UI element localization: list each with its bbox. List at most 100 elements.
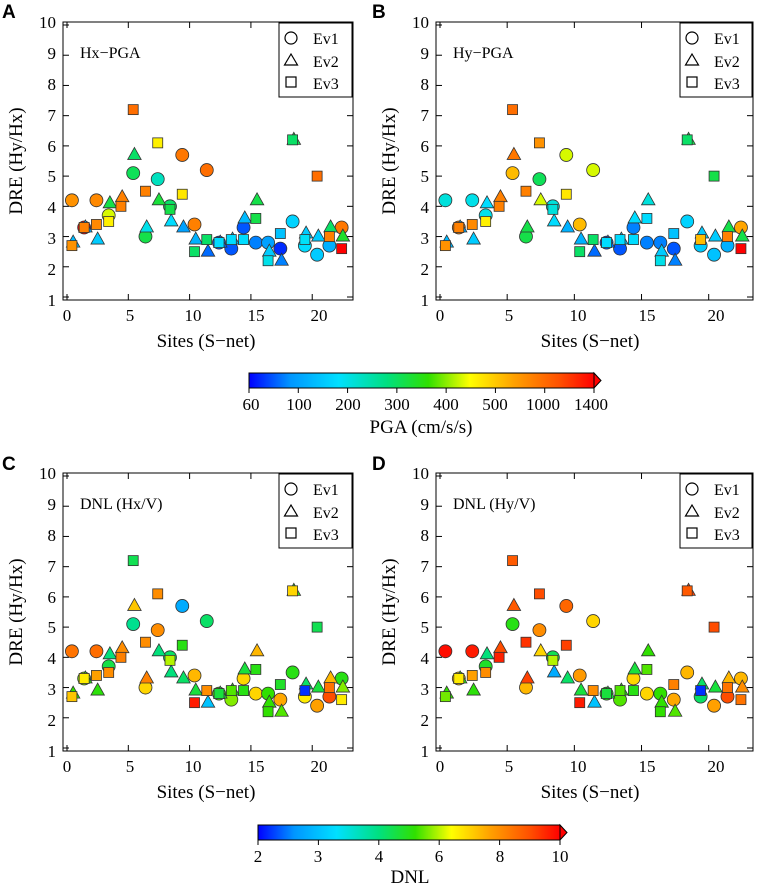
x-tick-label: 10 <box>185 757 202 776</box>
ev2-triangle-point <box>163 664 179 678</box>
ev3-square-point <box>274 228 286 239</box>
dnl-colorbar: 2 3 4 6 8 10 DNL <box>254 823 569 887</box>
ev3-square-point <box>520 636 532 648</box>
legend-entry: Ev1 <box>714 31 740 48</box>
plot-frame <box>435 472 754 752</box>
legend-box <box>278 22 353 98</box>
ev2-triangle-point <box>734 679 750 693</box>
x-tick-label: 0 <box>63 306 72 325</box>
y-tick-label: 1 <box>48 742 57 761</box>
ev1-circle-point <box>199 163 214 177</box>
legend-circle-icon <box>685 31 699 45</box>
ev3-square-point <box>480 667 492 678</box>
ev1-circle-point <box>680 665 695 680</box>
inset-label: DNL (Hx/V) <box>80 496 163 513</box>
ev3-square-point <box>140 185 151 197</box>
ev3-square-point <box>323 231 335 242</box>
ev2-triangle-point <box>479 645 495 660</box>
y-tick-label: 9 <box>48 44 57 63</box>
ev2-triangle-point <box>627 661 643 675</box>
ev3-square-point <box>176 188 188 200</box>
y-tick-label: 7 <box>48 557 57 576</box>
ev3-square-point <box>103 667 115 678</box>
ev2-triangle-point <box>114 188 130 203</box>
ev2-triangle-point <box>102 645 118 660</box>
ev1-circle-point <box>126 617 141 631</box>
y-tick-label: 4 <box>421 649 430 668</box>
ev3-square-point <box>654 255 666 267</box>
ev3-square-point <box>311 170 323 182</box>
ev3-square-point <box>601 688 612 699</box>
y-tick-label: 2 <box>48 711 57 730</box>
ev1-circle-point <box>666 241 681 256</box>
y-tick-label: 1 <box>48 291 57 310</box>
x-tick-label: 10 <box>570 757 587 776</box>
inset-label: DNL (Hy/V) <box>453 496 536 513</box>
ev1-circle-point <box>248 235 263 250</box>
ev2-triangle-point <box>721 219 737 233</box>
ev1-circle-point <box>150 172 165 187</box>
ev2-triangle-point <box>274 252 289 266</box>
ev2-triangle-point <box>90 682 106 696</box>
y-tick-label: 4 <box>421 198 430 217</box>
ev1-circle-point <box>639 686 654 701</box>
ev3-square-point <box>287 134 299 146</box>
ev3-square-point <box>587 685 599 696</box>
ev3-square-point <box>336 694 348 706</box>
panel-label: C <box>2 454 16 475</box>
colorbar-tick-label: 300 <box>384 395 410 414</box>
ev1-circle-point <box>126 166 141 180</box>
ev1-circle-point <box>532 623 547 638</box>
ev1-circle-point <box>465 193 480 208</box>
ev2-triangle-point <box>519 670 535 684</box>
legend-triangle-icon <box>684 52 700 66</box>
ev2-triangle-point <box>114 639 130 654</box>
y-tick-label: 5 <box>48 167 57 186</box>
ev3-square-point <box>722 682 733 693</box>
ev3-square-point <box>299 234 311 245</box>
ev2-triangle-point <box>479 194 495 209</box>
legend-entry: Ev3 <box>714 76 740 93</box>
ev2-triangle-point <box>546 664 562 678</box>
ev3-square-point <box>453 222 465 233</box>
x-axis-title: Sites (S−net) <box>157 782 256 803</box>
ev1-circle-point <box>707 247 721 262</box>
ev1-circle-point <box>65 193 79 208</box>
y-tick-label: 1 <box>421 742 430 761</box>
y-tick-label: 9 <box>421 495 430 514</box>
ev2-triangle-point <box>506 597 522 611</box>
y-tick-label: 10 <box>412 13 429 32</box>
legend-circle-icon <box>284 31 298 45</box>
legend-circle-icon <box>284 482 298 496</box>
ev3-square-point <box>708 170 720 182</box>
ev3-square-point <box>189 697 200 709</box>
ev3-square-point <box>534 137 545 149</box>
colorbar-tick-label: 1400 <box>574 395 608 414</box>
legend-entry: Ev2 <box>714 54 740 71</box>
ev3-square-point <box>127 104 139 116</box>
legend-square-icon <box>285 527 297 539</box>
y-tick-label: 5 <box>421 618 430 637</box>
ev3-square-point <box>250 213 262 224</box>
x-axis-title: Sites (S−net) <box>157 331 256 352</box>
legend-triangle-icon <box>283 503 299 517</box>
ev3-square-point <box>614 234 626 245</box>
colorbar-tick-label: 8 <box>496 847 505 866</box>
ev2-triangle-point <box>493 639 508 654</box>
ev2-triangle-point <box>667 703 683 717</box>
legend-entry: Ev3 <box>313 527 339 544</box>
ev2-triangle-point <box>335 679 351 693</box>
ev3-square-point <box>735 243 747 255</box>
ev3-square-point <box>547 654 559 666</box>
y-tick-label: 6 <box>48 137 57 156</box>
y-tick-label: 8 <box>421 526 430 545</box>
ev3-square-point <box>681 585 693 597</box>
ev3-square-point <box>164 654 176 666</box>
x-tick-label: 20 <box>311 306 328 325</box>
ev3-square-point <box>213 237 225 249</box>
panel-b: B 1 2 3 4 5 6 7 8 9 10 0 5 10 15 20 Site… <box>372 2 754 352</box>
ev3-square-point <box>201 234 213 245</box>
panel-label: D <box>372 454 386 475</box>
ev2-triangle-point <box>176 219 191 233</box>
legend-entry: Ev1 <box>313 31 339 48</box>
